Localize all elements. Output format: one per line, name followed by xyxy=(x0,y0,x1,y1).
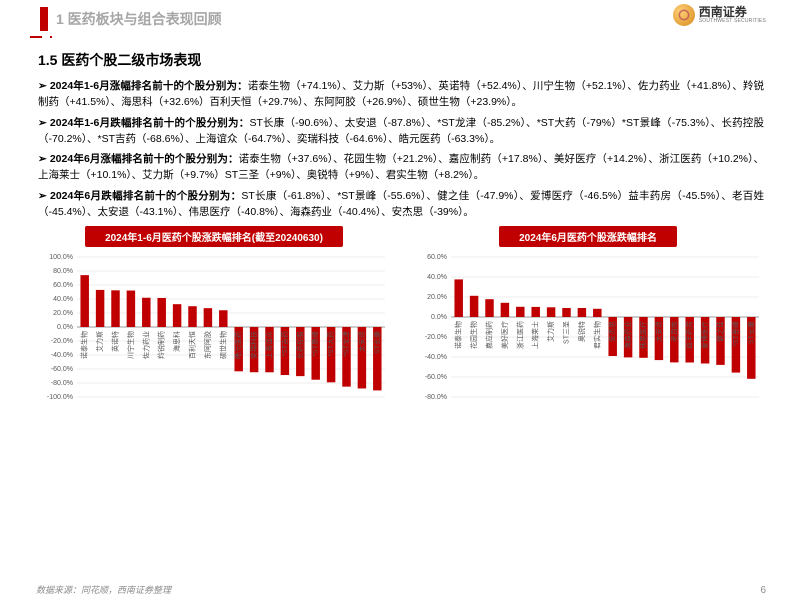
svg-text:-80.0%: -80.0% xyxy=(425,394,447,401)
logo-text: 西南证券 xyxy=(699,6,766,18)
svg-text:-20.0%: -20.0% xyxy=(51,338,73,345)
svg-text:花园生物: 花园生物 xyxy=(469,321,478,349)
chart-right: -80.0% -60.0% -40.0% -20.0% 0.0% 20.0% 40.0% 60… xyxy=(413,253,763,443)
svg-text:佐力药业: 佐力药业 xyxy=(141,331,150,359)
svg-text:老百姓: 老百姓 xyxy=(669,321,678,342)
svg-text:艾力斯: 艾力斯 xyxy=(95,331,104,352)
svg-text:ST长康: ST长康 xyxy=(746,321,755,344)
svg-text:0.0%: 0.0% xyxy=(57,324,73,331)
svg-text:川宁生物: 川宁生物 xyxy=(126,331,135,359)
svg-text:-40.0%: -40.0% xyxy=(51,352,73,359)
logo-subtext: SOUTHWEST SECURITIES xyxy=(699,18,766,24)
chart-left: -100.0% -80.0% -60.0% -40.0% -20.0% 0.0% 20.0%… xyxy=(39,253,389,443)
bullet-lead: 2024年6月涨幅排名前十的个股分别为： xyxy=(50,153,239,165)
svg-text:太安退: 太安退 xyxy=(654,321,663,342)
svg-text:诺泰生物: 诺泰生物 xyxy=(454,321,463,349)
header-underline xyxy=(30,36,772,38)
svg-text:皓元医药: 皓元医药 xyxy=(234,331,243,359)
svg-text:爱博医疗: 爱博医疗 xyxy=(700,321,709,349)
svg-text:羚锐制药: 羚锐制药 xyxy=(157,331,166,359)
svg-text:东阿阿胶: 东阿阿胶 xyxy=(203,331,212,359)
svg-text:美好医疗: 美好医疗 xyxy=(500,321,509,349)
svg-text:君实生物: 君实生物 xyxy=(592,321,601,349)
bullet-arrow-icon: ➢ xyxy=(38,153,50,165)
svg-text:-100.0%: -100.0% xyxy=(47,394,73,401)
bullet-item: ➢ 2024年6月跌幅排名前十的个股分别为：ST长康（-61.8%）、*ST景峰… xyxy=(38,188,764,221)
bullet-arrow-icon: ➢ xyxy=(38,117,50,129)
svg-text:海思科: 海思科 xyxy=(172,331,181,352)
bullet-item: ➢ 2024年1-6月跌幅排名前十的个股分别为：ST长康（-90.6%）、太安退… xyxy=(38,115,764,148)
bullet-arrow-icon: ➢ xyxy=(38,80,50,92)
svg-text:嘉应制药: 嘉应制药 xyxy=(485,321,494,349)
svg-text:海森药业: 海森药业 xyxy=(623,321,632,349)
svg-text:*ST景峰: *ST景峰 xyxy=(731,321,740,347)
svg-text:上海莱士: 上海莱士 xyxy=(531,321,540,349)
svg-text:*ST龙津: *ST龙津 xyxy=(342,331,351,357)
header-accent-bar xyxy=(40,7,48,31)
svg-text:*ST景峰: *ST景峰 xyxy=(311,331,320,357)
chart-right-col: 2024年6月医药个股涨跌幅排名 -80.0% -60.0% -40.0% -20.0… xyxy=(410,226,766,443)
bullet-item: ➢ 2024年1-6月涨幅排名前十的个股分别为：诺泰生物（+74.1%）、艾力斯… xyxy=(38,78,764,111)
page-number: 6 xyxy=(760,585,766,596)
charts-row: 2024年1-6月医药个股涨跌幅排名(截至20240630) -100.0% -8… xyxy=(0,226,802,443)
svg-text:100.0%: 100.0% xyxy=(49,254,73,261)
svg-text:伟思医疗: 伟思医疗 xyxy=(639,321,648,349)
page-header: 1 医药板块与组合表现回顾 西南证券 SOUTHWEST SECURITIES xyxy=(0,0,802,38)
svg-text:奥锐特: 奥锐特 xyxy=(577,321,586,342)
brand-logo: 西南证券 SOUTHWEST SECURITIES xyxy=(673,4,766,26)
svg-text:60.0%: 60.0% xyxy=(53,282,73,289)
logo-icon xyxy=(673,4,695,26)
svg-text:60.0%: 60.0% xyxy=(427,254,447,261)
bullet-item: ➢ 2024年6月涨幅排名前十的个股分别为：诺泰生物（+37.6%）、花园生物（… xyxy=(38,151,764,184)
svg-text:上海谊众: 上海谊众 xyxy=(265,331,274,359)
svg-text:-20.0%: -20.0% xyxy=(425,334,447,341)
svg-text:ST三圣: ST三圣 xyxy=(563,321,571,344)
svg-text:*ST大药: *ST大药 xyxy=(326,331,335,357)
data-source-footer: 数据来源：同花顺，西南证券整理 xyxy=(36,583,171,596)
svg-text:0.0%: 0.0% xyxy=(431,314,447,321)
svg-text:40.0%: 40.0% xyxy=(53,296,73,303)
svg-text:-40.0%: -40.0% xyxy=(425,354,447,361)
svg-text:浙江医药: 浙江医药 xyxy=(515,321,524,349)
svg-text:健之佳: 健之佳 xyxy=(716,321,725,342)
header-title: 1 医药板块与组合表现回顾 xyxy=(56,9,222,29)
bullet-arrow-icon: ➢ xyxy=(38,190,50,202)
svg-text:-60.0%: -60.0% xyxy=(425,374,447,381)
svg-text:英诺特: 英诺特 xyxy=(111,331,120,352)
svg-text:20.0%: 20.0% xyxy=(427,294,447,301)
bullet-lead: 2024年1-6月涨幅排名前十的个股分别为： xyxy=(50,80,248,92)
svg-text:益丰药房: 益丰药房 xyxy=(685,321,694,349)
chart-left-title: 2024年1-6月医药个股涨跌幅排名(截至20240630) xyxy=(85,226,343,247)
section-title: 1.5 医药个股二级市场表现 xyxy=(38,50,802,70)
svg-text:*ST吉药: *ST吉药 xyxy=(280,331,289,357)
chart-right-title: 2024年6月医药个股涨跌幅排名 xyxy=(499,226,677,247)
svg-text:-80.0%: -80.0% xyxy=(51,380,73,387)
bullet-lead: 2024年1-6月跌幅排名前十的个股分别为： xyxy=(50,117,250,129)
svg-text:安杰思: 安杰思 xyxy=(608,321,617,342)
svg-text:40.0%: 40.0% xyxy=(427,274,447,281)
svg-text:奕瑞科技: 奕瑞科技 xyxy=(249,331,258,359)
svg-text:百利天恒: 百利天恒 xyxy=(188,331,197,359)
svg-text:长药控股: 长药控股 xyxy=(295,331,304,359)
svg-text:80.0%: 80.0% xyxy=(53,268,73,275)
bullet-list: ➢ 2024年1-6月涨幅排名前十的个股分别为：诺泰生物（+74.1%）、艾力斯… xyxy=(38,78,764,220)
svg-text:诺泰生物: 诺泰生物 xyxy=(80,331,89,359)
svg-text:ST长康: ST长康 xyxy=(372,331,381,354)
chart-left-col: 2024年1-6月医药个股涨跌幅排名(截至20240630) -100.0% -8… xyxy=(36,226,392,443)
svg-text:太安退: 太安退 xyxy=(357,331,366,352)
svg-text:硕世生物: 硕世生物 xyxy=(218,331,227,359)
svg-text:艾力斯: 艾力斯 xyxy=(546,321,555,342)
bullet-lead: 2024年6月跌幅排名前十的个股分别为： xyxy=(50,190,241,202)
svg-text:20.0%: 20.0% xyxy=(53,310,73,317)
svg-text:-60.0%: -60.0% xyxy=(51,366,73,373)
